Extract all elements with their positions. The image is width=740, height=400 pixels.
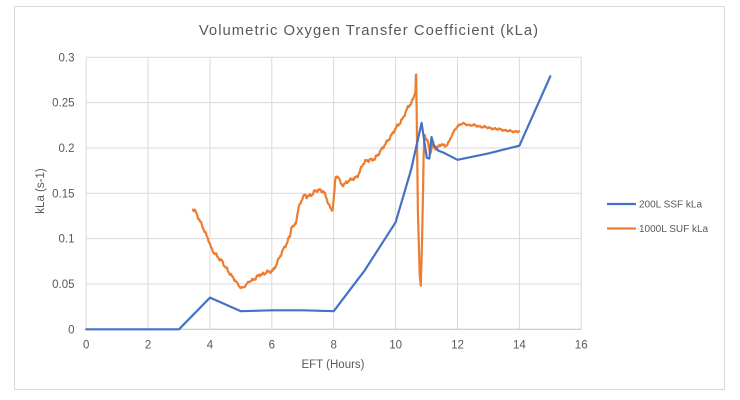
svg-text:0.15: 0.15 xyxy=(52,188,74,200)
svg-text:EFT (Hours): EFT (Hours) xyxy=(301,359,364,371)
svg-text:0.3: 0.3 xyxy=(59,52,75,64)
svg-text:1000L SUF kLa: 1000L SUF kLa xyxy=(639,224,709,235)
svg-text:Volumetric Oxygen Transfer Coe: Volumetric Oxygen Transfer Coefficient (… xyxy=(199,23,539,39)
svg-text:16: 16 xyxy=(575,340,588,352)
svg-text:14: 14 xyxy=(513,340,526,352)
svg-text:0: 0 xyxy=(68,324,74,336)
svg-text:0.05: 0.05 xyxy=(52,279,74,291)
svg-text:2: 2 xyxy=(145,340,151,352)
svg-text:200L SSF kLa: 200L SSF kLa xyxy=(639,200,702,211)
svg-text:12: 12 xyxy=(451,340,464,352)
svg-text:10: 10 xyxy=(389,340,402,352)
svg-text:8: 8 xyxy=(330,340,336,352)
svg-text:0.2: 0.2 xyxy=(59,143,75,155)
svg-text:0: 0 xyxy=(83,340,89,352)
svg-text:6: 6 xyxy=(269,340,275,352)
svg-text:0.1: 0.1 xyxy=(59,234,75,246)
svg-text:0.25: 0.25 xyxy=(52,98,74,110)
svg-text:kLa (s-1): kLa (s-1) xyxy=(35,168,47,214)
svg-text:4: 4 xyxy=(207,340,214,352)
